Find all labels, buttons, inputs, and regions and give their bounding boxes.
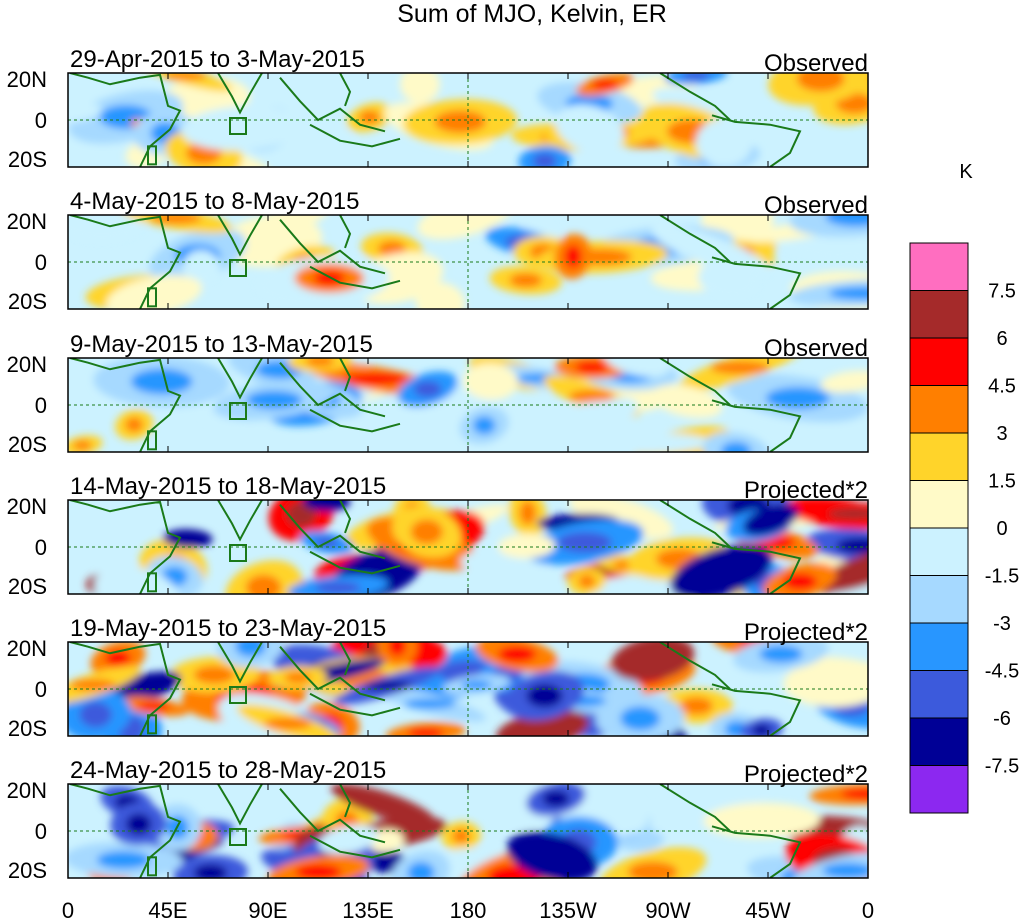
- panel-kind: Observed: [764, 335, 868, 362]
- colorbar-swatch: [909, 385, 969, 434]
- colorbar-level: 1.5: [988, 471, 1016, 493]
- latitude-label: 20N: [7, 67, 47, 92]
- latitude-label: 20N: [7, 778, 47, 803]
- panel-date-range: 29-Apr-2015 to 3-May-2015: [70, 46, 365, 73]
- panel-4: 14-May-2015 to 18-May-2015 Projected*2 20N…: [7, 473, 869, 599]
- panel-kind: Observed: [764, 192, 868, 219]
- latitude-label: 0: [35, 250, 47, 275]
- longitude-label: 180: [450, 898, 487, 921]
- colorbar-swatch: [909, 290, 969, 339]
- anomaly-field: [68, 642, 868, 736]
- colorbar-level: -1.5: [985, 566, 1019, 588]
- panel-date-range: 14-May-2015 to 18-May-2015: [70, 473, 386, 500]
- panel-date-range: 4-May-2015 to 8-May-2015: [70, 188, 359, 215]
- latitude-label: 20S: [8, 147, 47, 172]
- colorbar-swatch: [909, 622, 969, 671]
- colorbar-swatch: [909, 432, 969, 481]
- panel-kind: Projected*2: [744, 619, 868, 646]
- panel-6: 24-May-2015 to 28-May-2015 Projected*2 20N…: [7, 757, 869, 883]
- latitude-label: 20N: [7, 636, 47, 661]
- colorbar-level: -4.5: [985, 661, 1019, 683]
- longitude-label: 90W: [645, 898, 690, 921]
- colorbar-swatch: [909, 242, 969, 291]
- colorbar-swatch: [909, 527, 969, 576]
- panel-kind: Projected*2: [744, 477, 868, 504]
- longitude-axis: 0 45E 90E 135E 180 135W 90W 45W 0: [62, 898, 874, 921]
- latitude-label: 0: [35, 535, 47, 560]
- latitude-label: 20N: [7, 352, 47, 377]
- panel-date-range: 19-May-2015 to 23-May-2015: [70, 615, 386, 642]
- panel-3: 9-May-2015 to 13-May-2015 Observed 20N 0 20S: [7, 331, 869, 457]
- longitude-label: 135E: [342, 898, 393, 921]
- colorbar-swatch: [909, 670, 969, 719]
- latitude-label: 20S: [8, 858, 47, 883]
- panel-kind: Projected*2: [744, 761, 868, 788]
- coastline: [69, 73, 802, 167]
- colorbar-level: 6: [996, 328, 1007, 350]
- panels: 29-Apr-2015 to 3-May-2015 Observed 20N 0 20S…: [7, 46, 869, 883]
- colorbar-level: 7.5: [988, 281, 1016, 303]
- panel-date-range: 9-May-2015 to 13-May-2015: [70, 331, 373, 358]
- latitude-label: 20S: [8, 289, 47, 314]
- longitude-label: 45W: [745, 898, 790, 921]
- colorbar-level: 4.5: [988, 376, 1016, 398]
- latitude-label: 20N: [7, 494, 47, 519]
- colorbar-level: -3: [993, 613, 1011, 635]
- colorbar-swatch: [909, 575, 969, 624]
- coastline: [69, 784, 802, 878]
- latitude-label: 0: [35, 677, 47, 702]
- colorbar-swatch: [909, 480, 969, 529]
- latitude-label: 20S: [8, 574, 47, 599]
- colorbar-swatch: [909, 765, 969, 814]
- latitude-label: 0: [35, 819, 47, 844]
- latitude-label: 0: [35, 108, 47, 133]
- longitude-label: 0: [862, 898, 874, 921]
- coastline: [69, 500, 802, 594]
- colorbar-swatch: [909, 337, 969, 386]
- colorbar-level: -6: [993, 708, 1011, 730]
- anomaly-field: [68, 215, 868, 309]
- latitude-label: 20S: [8, 716, 47, 741]
- colorbar-swatch: [909, 717, 969, 766]
- colorbar-level: 3: [996, 423, 1007, 445]
- latitude-label: 20S: [8, 432, 47, 457]
- panel-1: 29-Apr-2015 to 3-May-2015 Observed 20N 0 20S: [7, 46, 869, 172]
- anomaly-field: [68, 784, 868, 878]
- colorbar-unit: K: [959, 161, 973, 183]
- anomaly-field: [68, 500, 868, 594]
- panel-date-range: 24-May-2015 to 28-May-2015: [70, 757, 386, 784]
- longitude-label: 0: [62, 898, 74, 921]
- figure-title: Sum of MJO, Kelvin, ER: [397, 0, 667, 28]
- coastline: [69, 642, 802, 736]
- panel-kind: Observed: [764, 50, 868, 77]
- coastline: [69, 358, 802, 452]
- anomaly-field: [68, 358, 868, 452]
- panel-5: 19-May-2015 to 23-May-2015 Projected*2 20N…: [7, 615, 869, 741]
- latitude-label: 0: [35, 393, 47, 418]
- longitude-label: 45E: [148, 898, 187, 921]
- colorbar-level: -7.5: [985, 756, 1019, 778]
- anomaly-field: [68, 73, 868, 167]
- coastline: [69, 215, 802, 309]
- colorbar-level: 0: [996, 518, 1007, 540]
- colorbar: K 7.5 6 4.5 3 1.5 0 -1.5 -3 -4.5 -6 -7.5: [909, 161, 1019, 814]
- longitude-label: 135W: [539, 898, 597, 921]
- longitude-label: 90E: [248, 898, 287, 921]
- panel-2: 4-May-2015 to 8-May-2015 Observed 20N 0 20S: [7, 188, 869, 314]
- latitude-label: 20N: [7, 209, 47, 234]
